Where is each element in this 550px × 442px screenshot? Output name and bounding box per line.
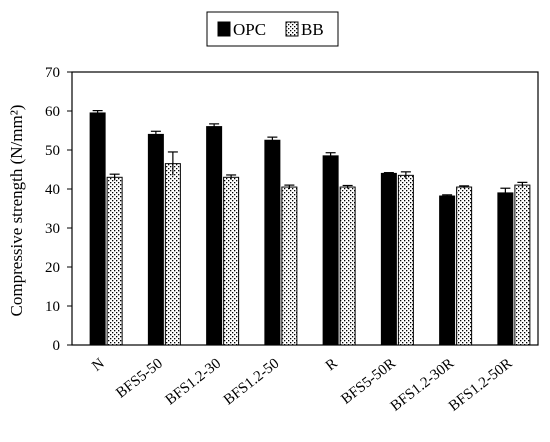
bar-opc [206,126,223,346]
x-tick-label: BFS1.2-50R [446,356,515,415]
y-tick-label: 30 [45,221,60,237]
y-tick-label: 70 [45,65,60,81]
bar-opc [264,139,281,346]
bar-bb [281,186,298,346]
x-tick-label: BFS1.2-30R [388,356,457,415]
y-tick-label: 50 [45,143,60,159]
bar-bb [397,174,414,346]
bar-bb [106,176,123,346]
legend: OPC BB [206,11,339,47]
bar-bb [164,163,181,346]
bar-bb [223,176,240,346]
bar-bb [456,186,473,346]
y-tick-label: 0 [53,338,61,354]
x-tick-label: BFS1.2-30 [163,356,224,409]
legend-swatch-opc [217,21,231,37]
plot-frame [71,71,539,346]
x-tick-label: BFS1.2-50 [221,356,282,409]
x-tick-label: N [89,355,108,374]
y-tick-label: 60 [45,104,60,120]
x-tick-label: BFS5-50 [113,356,166,402]
bar-opc [380,172,397,346]
y-tick-label: 10 [45,299,60,315]
bar-bb [514,184,531,346]
legend-swatch-bb [285,21,299,37]
legend-label-opc: OPC [233,20,266,39]
x-tick-label: R [323,356,341,375]
y-tick-label: 20 [45,260,60,276]
axes: 0 10 20 30 40 50 60 70 [45,65,539,354]
bar-bb [339,186,356,346]
bar-opc [322,155,339,346]
bar-opc [497,192,514,346]
bar-opc [89,112,106,346]
bars [89,110,531,346]
legend-label-bb: BB [301,20,324,39]
y-axis-label: Compressive strength (N/mm²) [7,105,26,317]
bar-opc [147,133,164,346]
y-tick-label: 40 [45,182,60,198]
bar-opc [439,195,456,346]
